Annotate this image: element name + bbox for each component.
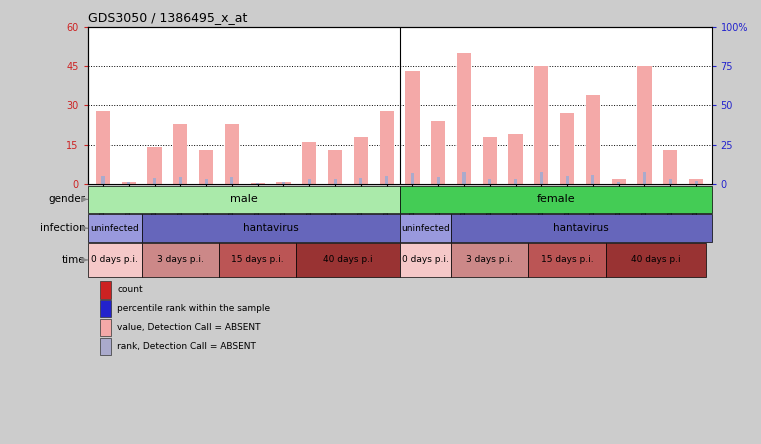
Bar [411, 173, 414, 184]
Text: 15 days p.i.: 15 days p.i. [541, 255, 594, 265]
Bar [457, 53, 471, 184]
Bar [302, 142, 317, 184]
Bar [385, 176, 388, 184]
Bar [219, 243, 296, 277]
Bar [560, 113, 575, 184]
Bar [508, 135, 523, 184]
Bar [142, 243, 219, 277]
Bar [199, 150, 213, 184]
Bar [400, 214, 451, 242]
Bar [296, 243, 400, 277]
Bar [127, 182, 130, 184]
Bar [101, 176, 104, 184]
Bar [122, 182, 136, 184]
Bar [88, 214, 142, 242]
Bar [256, 182, 260, 184]
Bar [591, 175, 594, 184]
Bar [100, 319, 111, 336]
Bar [565, 176, 568, 184]
Text: 40 days p.i: 40 days p.i [323, 255, 373, 265]
Bar [431, 121, 445, 184]
Text: infection: infection [40, 223, 85, 233]
Bar [689, 179, 703, 184]
Bar [359, 178, 362, 184]
Text: percentile rank within the sample: percentile rank within the sample [117, 304, 271, 313]
Text: 0 days p.i.: 0 days p.i. [91, 255, 138, 265]
Bar [142, 214, 400, 242]
Bar [534, 66, 549, 184]
Bar [514, 179, 517, 184]
Text: 3 days p.i.: 3 days p.i. [466, 255, 513, 265]
Text: time: time [62, 255, 85, 265]
Bar [663, 150, 677, 184]
Text: uninfected: uninfected [91, 224, 139, 233]
Text: 0 days p.i.: 0 days p.i. [402, 255, 449, 265]
Bar [96, 111, 110, 184]
Bar [148, 147, 161, 184]
Bar [307, 179, 310, 184]
Bar [179, 177, 182, 184]
Bar [451, 214, 712, 242]
Text: value, Detection Call = ABSENT: value, Detection Call = ABSENT [117, 323, 261, 332]
Bar [669, 179, 672, 184]
Text: count: count [117, 285, 143, 294]
Text: GDS3050 / 1386495_x_at: GDS3050 / 1386495_x_at [88, 11, 247, 24]
Bar [586, 95, 600, 184]
Bar [88, 243, 142, 277]
Bar [617, 182, 620, 184]
Bar [400, 243, 451, 277]
Bar [174, 124, 187, 184]
Text: 40 days p.i: 40 days p.i [632, 255, 681, 265]
Text: male: male [230, 194, 257, 204]
Bar [638, 66, 651, 184]
Bar [606, 243, 706, 277]
Bar [612, 179, 626, 184]
Text: gender: gender [49, 194, 85, 204]
Text: rank, Detection Call = ABSENT: rank, Detection Call = ABSENT [117, 342, 256, 351]
Text: hantavirus: hantavirus [553, 223, 610, 233]
Text: 15 days p.i.: 15 days p.i. [231, 255, 284, 265]
Bar [482, 137, 497, 184]
Bar [489, 179, 492, 184]
Bar [451, 243, 528, 277]
Bar [276, 182, 291, 184]
Text: 3 days p.i.: 3 days p.i. [157, 255, 204, 265]
Text: female: female [537, 194, 575, 204]
Bar [205, 179, 208, 184]
Bar [100, 281, 111, 299]
Bar [224, 124, 239, 184]
Bar [354, 137, 368, 184]
Bar [437, 177, 440, 184]
Bar [463, 172, 466, 184]
Bar [333, 179, 336, 184]
Text: uninfected: uninfected [401, 224, 450, 233]
Bar [231, 177, 234, 184]
Bar [406, 71, 419, 184]
Bar [328, 150, 342, 184]
Bar [400, 186, 712, 213]
Bar [695, 181, 698, 184]
Bar [153, 178, 156, 184]
Bar [88, 186, 400, 213]
Bar [282, 182, 285, 184]
Bar [540, 172, 543, 184]
Bar [528, 243, 606, 277]
Text: hantavirus: hantavirus [243, 223, 298, 233]
Bar [643, 172, 646, 184]
Bar [100, 300, 111, 317]
Bar [100, 338, 111, 356]
Bar [380, 111, 393, 184]
Bar [250, 183, 265, 184]
